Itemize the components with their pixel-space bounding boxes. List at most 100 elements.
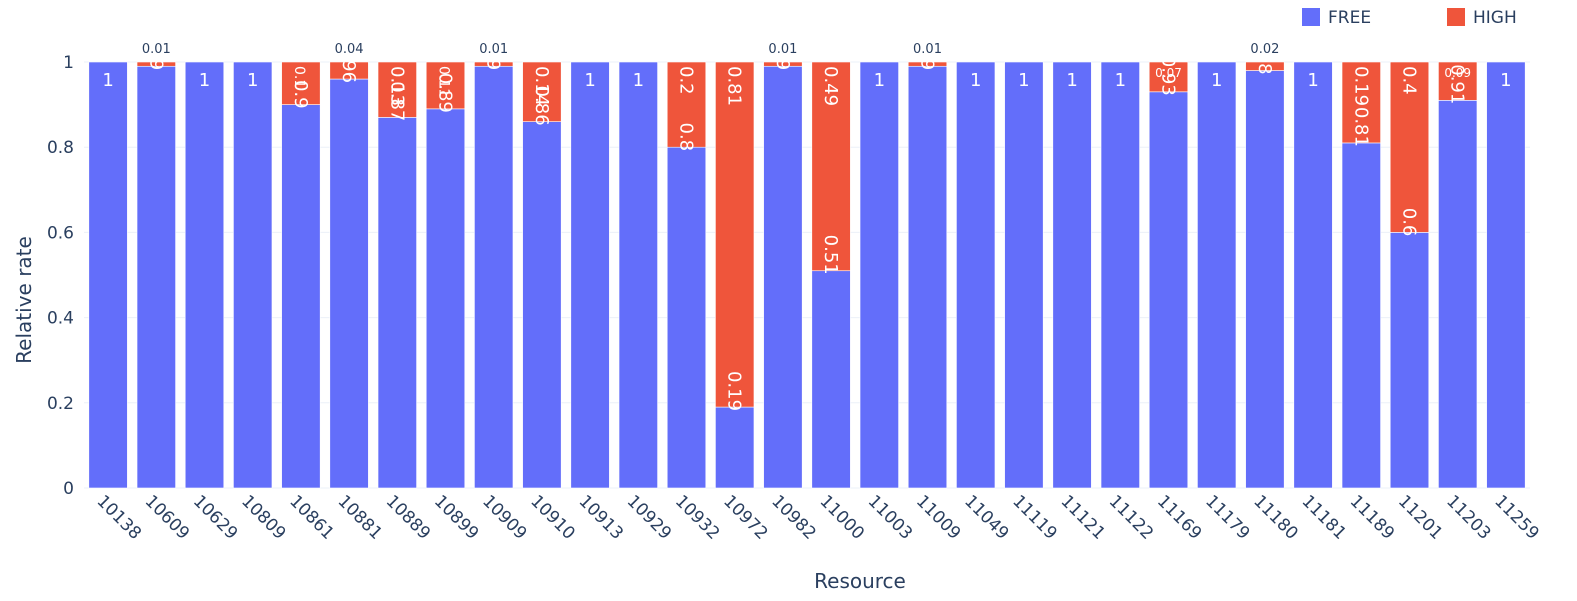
bar-free-10910[interactable] [522,121,562,489]
bar-high-11201[interactable] [1389,61,1430,233]
y-axis-title: Relative rate [12,236,36,364]
free-value-label: 1 [1066,70,1077,91]
legend-label-free[interactable]: FREE [1328,8,1371,28]
x-tick-label: 10929 [623,491,675,543]
free-value-label: 0.81 [1350,107,1371,147]
free-value-label: 1 [247,70,258,91]
bar-free-10929[interactable] [618,61,658,489]
bar-high-10881[interactable] [329,61,369,80]
bar-free-10881[interactable] [329,78,369,489]
high-value-label-outside: 0.01 [479,42,508,57]
free-value-label: 0.8 [676,123,697,152]
x-tick-label: 10932 [671,491,723,543]
x-tick-label: 11181 [1298,491,1350,543]
high-value-label-outside: 0.01 [768,42,797,57]
x-axis-title: Resource [814,569,906,593]
high-value-label-outside: 0.01 [142,42,171,57]
bar-free-11203[interactable] [1438,100,1478,489]
bar-high-10910[interactable] [522,61,562,122]
x-tick-label: 11121 [1057,491,1109,543]
bar-free-10861[interactable] [281,104,321,489]
free-value-label: 1 [199,70,210,91]
bar-high-10972[interactable] [715,61,755,408]
x-tick-label: 10910 [526,491,578,543]
legend-swatch-high[interactable] [1447,8,1465,26]
x-tick-label: 11003 [864,491,916,543]
bar-free-11122[interactable] [1100,61,1140,489]
free-value-label: 0.91 [1447,64,1468,104]
bar-high-10861[interactable] [281,61,321,105]
high-value-label: 0.09 [1444,66,1471,80]
bar-free-11189[interactable] [1341,142,1381,489]
free-value-label: 0.96 [338,43,359,83]
high-value-label: 0.2 [676,66,697,95]
x-tick-label: 11009 [912,491,964,543]
bar-free-10609[interactable] [136,65,176,489]
bar-high-11189[interactable] [1341,61,1381,144]
high-value-label: 0.11 [436,66,452,97]
free-value-label: 0.87 [386,81,407,121]
bar-free-10138[interactable] [88,61,128,489]
bar-free-11049[interactable] [956,61,996,489]
legend[interactable]: FREE HIGH [1302,8,1517,28]
bar-high-11203[interactable] [1438,61,1478,101]
bar-free-11169[interactable] [1148,91,1189,489]
legend-swatch-free[interactable] [1302,8,1320,26]
free-value-label: 1 [1500,70,1511,91]
free-value-label: 0.89 [435,73,456,113]
free-value-label: 0.9 [290,80,311,109]
bar-free-10909[interactable] [474,65,514,489]
bar-free-10972[interactable] [715,406,755,489]
bar-high-10889[interactable] [377,61,417,118]
bar-free-11121[interactable] [1052,61,1092,489]
bar-free-10809[interactable] [233,61,273,489]
bar-free-11259[interactable] [1486,61,1526,489]
free-value-label: 1 [584,70,595,91]
bar-free-10913[interactable] [570,61,610,489]
bar-high-10609[interactable] [136,61,176,67]
free-value-label: 0.99 [145,30,166,70]
bar-free-11181[interactable] [1293,61,1333,489]
high-value-label: 0.81 [724,66,745,106]
free-value-label: 1 [1307,70,1318,91]
bar-high-11009[interactable] [907,61,948,67]
x-tick-label: 10138 [93,491,145,543]
bar-free-10629[interactable] [184,61,225,489]
bars [88,61,1526,489]
free-value-label: 1 [633,70,644,91]
bar-free-10982[interactable] [763,65,803,489]
x-tick-label: 10809 [237,491,289,543]
bar-high-11169[interactable] [1148,61,1189,93]
bar-high-10932[interactable] [666,61,707,148]
bar-free-11179[interactable] [1197,61,1237,489]
x-tick-label: 10972 [719,491,771,543]
high-value-label: 0.07 [1155,66,1182,80]
bar-free-10899[interactable] [425,108,466,489]
bar-high-11180[interactable] [1245,61,1285,71]
bar-free-11009[interactable] [907,65,948,489]
bar-free-11180[interactable] [1245,70,1285,489]
bar-high-10982[interactable] [763,61,803,67]
x-tick-label: 10889 [382,491,434,543]
high-value-label: 0.4 [1399,66,1420,95]
bar-free-11201[interactable] [1389,232,1430,489]
x-tick-label: 11201 [1394,491,1446,543]
bar-high-11000[interactable] [811,61,851,272]
bar-high-10909[interactable] [474,61,514,67]
x-tick-label: 10881 [334,491,386,543]
legend-label-high[interactable]: HIGH [1473,8,1517,28]
x-tick-label: 11259 [1490,491,1542,543]
bar-free-11119[interactable] [1004,61,1044,489]
bar-free-11000[interactable] [811,270,851,489]
bar-high-10899[interactable] [425,61,466,110]
free-value-label: 0.51 [820,235,841,275]
free-value-label: 1 [102,70,113,91]
y-tick-label: 1 [63,53,74,73]
free-value-label: 0.99 [772,30,793,70]
bar-free-10932[interactable] [666,146,707,489]
bar-free-10889[interactable] [377,117,417,489]
free-value-label: 1 [970,70,981,91]
bar-free-11003[interactable] [859,61,899,489]
